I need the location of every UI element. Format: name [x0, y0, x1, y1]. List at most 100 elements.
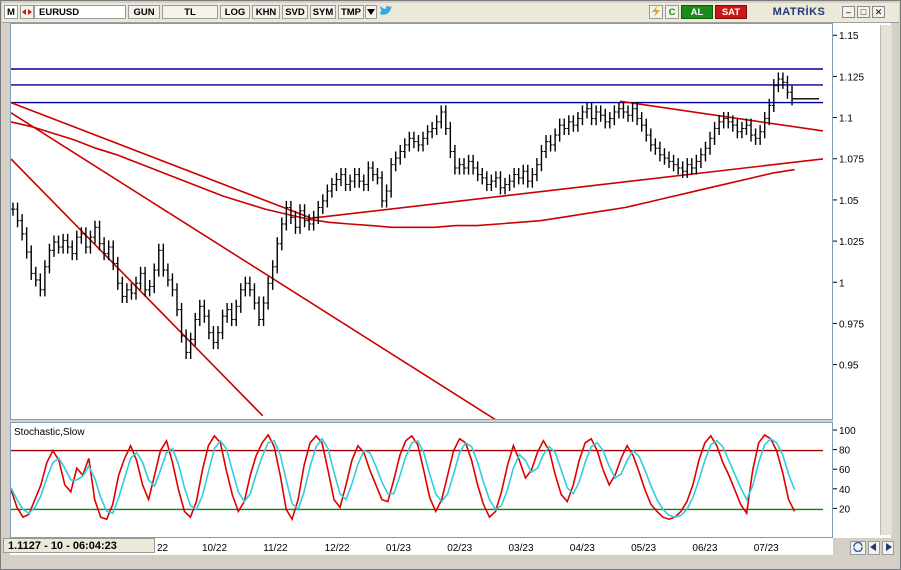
period-button[interactable]: GUN [128, 5, 160, 19]
refresh-icon[interactable] [850, 541, 866, 555]
price-bar [662, 148, 667, 165]
scroll-left-icon[interactable] [868, 541, 880, 555]
x-tick-label: 11/22 [263, 543, 288, 554]
price-bar [375, 167, 380, 185]
price-bar [257, 296, 262, 327]
scroll-right-icon[interactable] [882, 541, 894, 555]
stochastic-pane[interactable]: Stochastic,Slow [10, 422, 833, 538]
symbol-label: EURUSD [39, 7, 80, 18]
price-bar [384, 184, 389, 208]
dropdown-arrow-icon[interactable] [365, 5, 377, 19]
stoch-y-tick-label: 80 [839, 446, 851, 457]
sym-button[interactable]: SYM [310, 5, 336, 19]
price-bar [503, 177, 508, 195]
stoch-y-tick-label: 40 [839, 485, 851, 496]
close-icon[interactable]: ✕ [872, 6, 885, 18]
y-tick-label: 1.15 [839, 31, 859, 42]
stoch-line-d [10, 437, 796, 519]
price-bar [735, 118, 740, 139]
khn-button[interactable]: KHN [252, 5, 280, 19]
price-bar [744, 118, 749, 136]
price-bar [771, 79, 776, 112]
price-bar [703, 141, 708, 162]
price-bar [626, 105, 631, 122]
x-tick-label: 06/23 [692, 543, 717, 554]
price-bar [252, 283, 257, 310]
price-chart[interactable] [10, 24, 832, 428]
price-bar [507, 174, 512, 192]
vertical-scrollbar[interactable] [880, 25, 892, 535]
channel-upper-line [10, 112, 507, 428]
price-bar [484, 171, 489, 192]
price-bar [457, 158, 462, 175]
price-bar [284, 200, 289, 231]
price-chart-pane[interactable] [10, 23, 833, 428]
price-bar [548, 135, 553, 152]
price-bar [635, 102, 640, 126]
price-bar [42, 260, 47, 297]
price-bar [20, 214, 25, 241]
price-bar [553, 128, 558, 152]
stochastic-chart[interactable]: Stochastic,Slow [10, 423, 832, 537]
price-bar [74, 230, 79, 261]
price-bar [621, 102, 626, 119]
tmp-button[interactable]: TMP [338, 5, 364, 19]
price-bar [730, 115, 735, 132]
stoch-line-k [10, 433, 796, 522]
price-bar [402, 138, 407, 159]
price-bar [562, 118, 567, 136]
price-bar [179, 303, 184, 343]
price-bar [676, 158, 681, 175]
price-bar [762, 111, 767, 139]
price-bar [712, 121, 717, 145]
log-button[interactable]: LOG [220, 5, 250, 19]
price-bar [398, 144, 403, 165]
price-bar [202, 299, 207, 323]
maximize-icon[interactable]: □ [857, 6, 870, 18]
price-bar [307, 214, 312, 231]
price-bar [498, 171, 503, 195]
price-bar [575, 111, 580, 132]
price-bar [671, 154, 676, 172]
price-bar [767, 98, 772, 126]
price-bar [630, 102, 635, 122]
cursor-readout: 1.1127 - 10 - 06:04:23 [3, 538, 155, 553]
svd-button[interactable]: SVD [282, 5, 308, 19]
y-tick-label: 1.075 [839, 155, 864, 166]
price-bar [243, 276, 248, 297]
compare-icon[interactable] [20, 5, 34, 19]
x-tick-label: 04/23 [570, 543, 595, 554]
alert-icon[interactable] [649, 5, 663, 19]
price-bar [366, 161, 371, 192]
price-bar [320, 194, 325, 215]
currency-button[interactable]: TL [162, 5, 218, 19]
price-bar [129, 283, 134, 300]
c-button[interactable]: C [665, 5, 679, 19]
sell-button[interactable]: SAT [715, 5, 747, 19]
price-bar [193, 312, 198, 346]
symbol-field[interactable]: EURUSD [34, 5, 126, 19]
price-bar [29, 245, 34, 280]
price-bar [471, 154, 476, 175]
logo-text: MATRİKS [772, 6, 826, 18]
price-bar [88, 230, 93, 254]
price-bar [521, 164, 526, 185]
matriks-logo: MATRİKS [760, 5, 838, 19]
price-bar [348, 174, 353, 192]
x-tick-label: 05/23 [631, 543, 656, 554]
price-bar [680, 161, 685, 178]
price-bar [648, 128, 653, 152]
twitter-icon[interactable] [379, 5, 393, 19]
y-axis-labels: 1.15 1.125 1.1 1.075 1.05 1.025 1 0.975 0.95 100 8… [833, 31, 864, 515]
price-bar [206, 309, 211, 340]
price-bar [653, 138, 658, 155]
matriks-menu-button[interactable]: M [4, 5, 18, 19]
minimize-icon[interactable]: – [842, 6, 855, 18]
price-bar [298, 204, 303, 234]
price-bar [302, 204, 307, 228]
price-bar [598, 105, 603, 122]
menu-label: M [7, 7, 15, 18]
buy-button[interactable]: AL [681, 5, 713, 19]
price-bar [512, 167, 517, 188]
